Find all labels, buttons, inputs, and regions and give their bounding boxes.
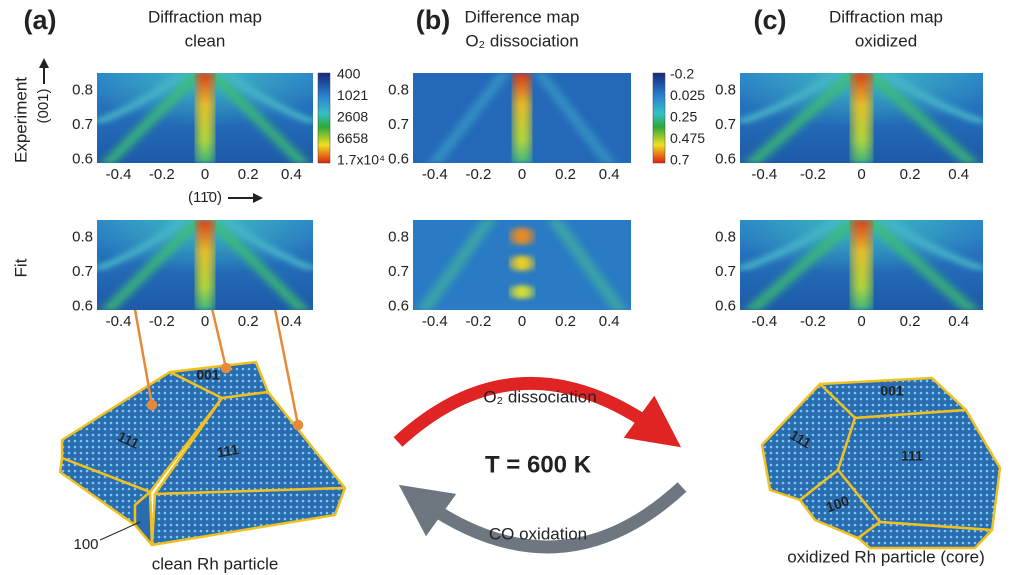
caption: clean Rh particle (152, 554, 279, 573)
colorbar-label: 2608 (337, 109, 368, 125)
facet-label: 100 (824, 492, 852, 515)
facet-label: 001 (196, 367, 220, 383)
arrow-backward (398, 482, 687, 554)
panel-title: Diffraction map (148, 7, 262, 26)
x-tick-label: -0.4 (751, 313, 777, 330)
y-tick-label: 0.8 (715, 228, 736, 245)
caption: oxidized Rh particle (core) (787, 547, 984, 566)
x-tick-label: 0.2 (238, 313, 259, 330)
x-tick-label: -0.4 (422, 166, 448, 183)
x-tick-label: 0.2 (238, 166, 259, 183)
panel-label: (c) (754, 5, 787, 35)
axis-label: (001) (35, 88, 52, 123)
x-tick-label: 0.2 (900, 166, 921, 183)
y-tick-label: 0.6 (388, 151, 409, 168)
x-tick-label: -0.2 (149, 313, 175, 330)
particle-clean (58, 360, 347, 547)
colorbar-label: 1.7x10⁴ (337, 152, 385, 168)
panel-title: Difference map (465, 7, 580, 26)
x-tick-label: -0.4 (422, 313, 448, 330)
x-tick-label: 0 (201, 313, 209, 330)
colorbar-label: 0.475 (670, 130, 705, 146)
x-tick-label: -0.2 (465, 166, 491, 183)
colorbar-label: 400 (337, 66, 361, 82)
colorbar-label: 6658 (337, 130, 368, 146)
y-tick-label: 0.7 (72, 116, 93, 133)
heatmap (97, 220, 313, 310)
x-tick-label: 0.4 (948, 313, 969, 330)
y-tick-label: 0.7 (715, 116, 736, 133)
x-tick-label: -0.4 (751, 166, 777, 183)
axis-arrow (253, 193, 263, 203)
colorbar-label: 0.25 (670, 109, 697, 125)
x-tick-label: 0 (201, 166, 209, 183)
colorbar-label: -0.2 (670, 66, 694, 82)
axis-label: (11̄0) (188, 189, 222, 206)
heatmap (413, 73, 631, 163)
x-tick-label: 0.4 (281, 313, 302, 330)
x-tick-label: -0.2 (149, 166, 175, 183)
y-tick-label: 0.8 (72, 228, 93, 245)
heatmap (413, 220, 631, 310)
arrow-forward (393, 377, 682, 448)
colorbar-label: 0.7 (670, 152, 690, 168)
y-tick-label: 0.6 (715, 151, 736, 168)
cycle-label: O₂ dissociation (483, 387, 596, 406)
x-tick-label: 0.4 (599, 166, 620, 183)
x-tick-label: -0.2 (800, 313, 826, 330)
colorbar (317, 72, 331, 164)
y-tick-label: 0.7 (388, 263, 409, 280)
x-tick-label: 0.2 (555, 313, 576, 330)
x-tick-label: 0.4 (281, 166, 302, 183)
colorbar (652, 72, 666, 164)
x-tick-label: 0.4 (599, 313, 620, 330)
x-tick-label: 0.4 (948, 166, 969, 183)
row-label: Experiment (11, 77, 30, 163)
panel-subtitle: oxidized (855, 31, 917, 50)
facet-label: 100 (73, 536, 98, 553)
heatmap (740, 73, 983, 163)
particle-oxidized (760, 376, 1002, 550)
leader-line (99, 521, 141, 541)
x-tick-label: 0 (857, 313, 865, 330)
heatmap (740, 220, 983, 310)
panel-title: Diffraction map (829, 7, 943, 26)
x-tick-label: -0.2 (800, 166, 826, 183)
x-tick-label: 0 (518, 166, 526, 183)
facet-label: 111 (901, 448, 923, 464)
x-tick-label: 0 (518, 313, 526, 330)
y-tick-label: 0.8 (72, 81, 93, 98)
facet-label: 001 (880, 383, 904, 399)
axis-arrow (39, 58, 49, 68)
cycle-label: CO oxidation (489, 524, 587, 543)
y-tick-label: 0.7 (715, 263, 736, 280)
cycle-temperature: T = 600 K (485, 451, 592, 478)
panel-label: (b) (416, 5, 450, 35)
y-tick-label: 0.6 (72, 298, 93, 315)
y-tick-label: 0.8 (715, 81, 736, 98)
y-tick-label: 0.8 (388, 228, 409, 245)
y-tick-label: 0.7 (388, 116, 409, 133)
y-tick-label: 0.7 (72, 263, 93, 280)
x-tick-label: 0.2 (555, 166, 576, 183)
facet-label: 111 (216, 441, 240, 461)
panel-subtitle: clean (185, 31, 226, 50)
y-tick-label: 0.8 (388, 81, 409, 98)
colorbar-label: 1021 (337, 87, 368, 103)
row-label: Fit (11, 258, 30, 277)
y-tick-label: 0.6 (72, 151, 93, 168)
x-tick-label: 0.2 (900, 313, 921, 330)
heatmap (97, 73, 313, 163)
x-tick-label: -0.2 (465, 313, 491, 330)
y-tick-label: 0.6 (715, 298, 736, 315)
y-tick-label: 0.6 (388, 298, 409, 315)
x-tick-label: -0.4 (106, 166, 132, 183)
colorbar-label: 0.025 (670, 87, 705, 103)
x-tick-label: -0.4 (106, 313, 132, 330)
panel-label: (a) (24, 5, 57, 35)
x-tick-label: 0 (857, 166, 865, 183)
panel-subtitle: O₂ dissociation (465, 31, 578, 50)
